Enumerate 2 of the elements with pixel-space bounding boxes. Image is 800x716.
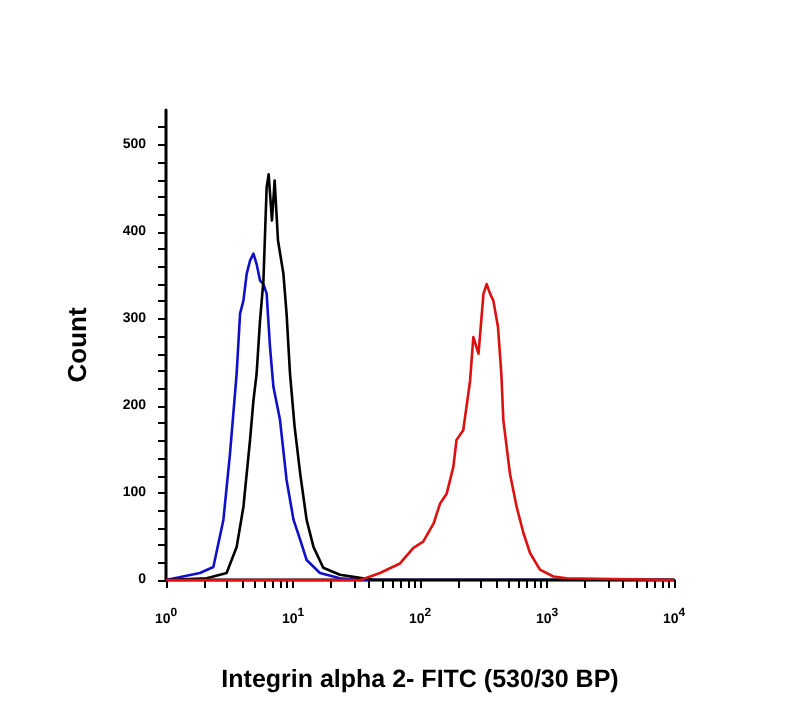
x-axis-title: Integrin alpha 2- FITC (530/30 BP) bbox=[221, 665, 619, 693]
y-axis-title: Count bbox=[62, 306, 92, 383]
